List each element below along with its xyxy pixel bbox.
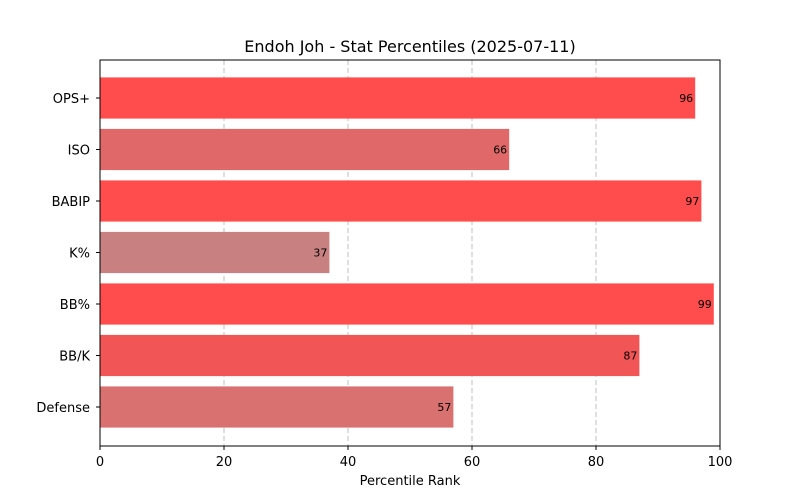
- y-tick-label: Defense: [36, 401, 90, 416]
- bar: [100, 180, 702, 222]
- y-axis-ticks: OPS+ ISO BABIP K% BB% BB/K Defense: [36, 92, 100, 416]
- bar: [100, 77, 696, 119]
- bar-value-label: 57: [437, 401, 451, 414]
- y-tick-label: ISO: [68, 144, 90, 159]
- bar: [100, 283, 714, 325]
- x-axis-label: Percentile Rank: [360, 474, 461, 489]
- bar-value-label: 97: [685, 195, 699, 208]
- y-tick-label: BABIP: [52, 195, 91, 210]
- y-tick-label: BB/K: [59, 350, 90, 365]
- bar-value-label: 87: [623, 350, 637, 363]
- bar: [100, 334, 640, 377]
- x-tick-label: 60: [464, 455, 481, 470]
- x-tick-label: 100: [708, 455, 733, 470]
- chart-title: Endoh Joh - Stat Percentiles (2025-07-11…: [244, 37, 575, 56]
- y-tick-label: K%: [69, 247, 90, 262]
- y-tick-label: OPS+: [53, 92, 90, 107]
- bar-value-label: 99: [698, 298, 712, 311]
- x-axis-ticks: 0 20 40 60 80 100: [96, 446, 733, 470]
- y-tick-label: BB%: [60, 298, 90, 313]
- x-tick-label: 20: [216, 455, 233, 470]
- x-tick-label: 0: [96, 455, 104, 470]
- bars: 96 66 97 37 99 87 57: [100, 77, 714, 428]
- x-tick-label: 80: [588, 455, 605, 470]
- x-tick-label: 40: [340, 455, 357, 470]
- bar-value-label: 37: [313, 247, 327, 260]
- bar-value-label: 66: [493, 144, 507, 157]
- bar: [100, 231, 330, 274]
- bar-value-label: 96: [679, 92, 693, 105]
- bar: [100, 128, 510, 171]
- bar: [100, 386, 454, 428]
